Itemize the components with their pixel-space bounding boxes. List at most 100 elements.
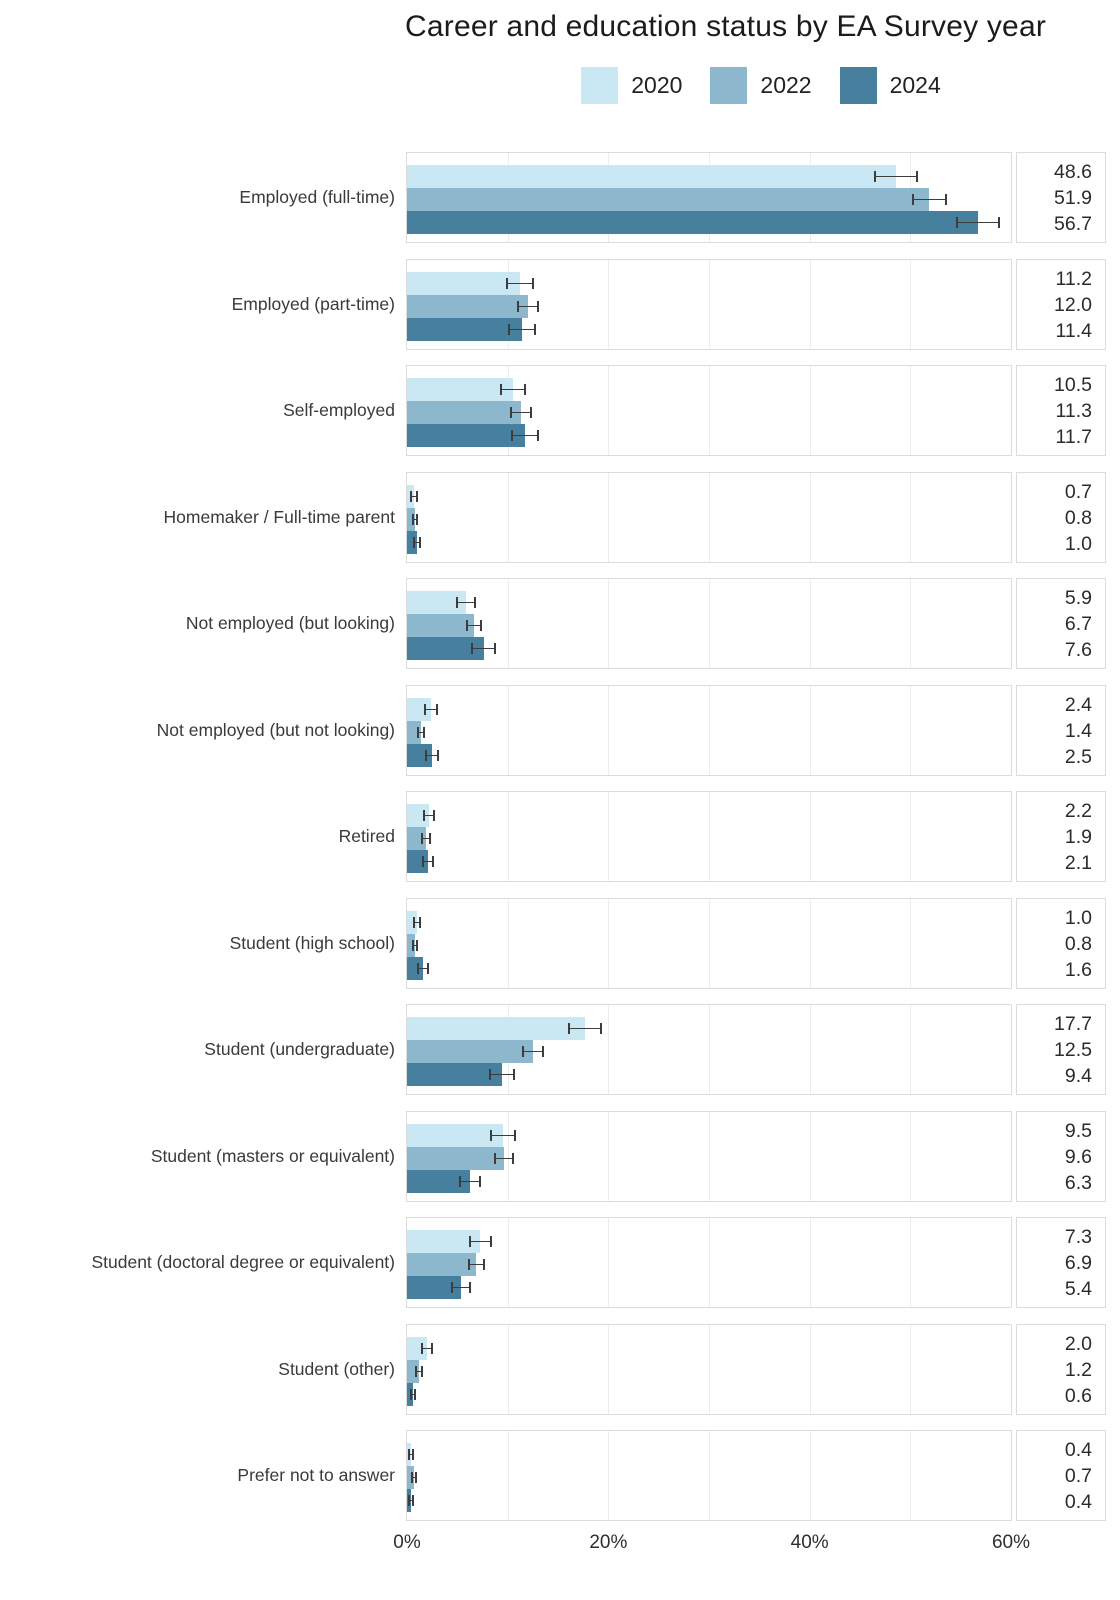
value-label-2020: 2.4 — [1064, 693, 1092, 716]
bar-panel — [406, 472, 1012, 563]
value-labels: 7.3 6.9 5.4 — [1016, 1217, 1106, 1308]
panel-gridline — [910, 1005, 912, 1094]
panel-gridline — [709, 260, 710, 349]
panel-gridline — [910, 1218, 912, 1307]
bar-2022 — [407, 188, 930, 211]
value-label-2022: 1.2 — [1064, 1358, 1092, 1381]
value-labels: 48.6 51.9 56.7 — [1016, 152, 1106, 243]
value-label-2024: 6.3 — [1064, 1171, 1092, 1194]
panel-gridline — [709, 1112, 710, 1201]
value-labels: 0.7 0.8 1.0 — [1016, 472, 1106, 563]
value-label-2024: 1.0 — [1064, 532, 1092, 555]
error-bar-2020 — [568, 1023, 603, 1034]
bar-2020 — [407, 378, 513, 401]
error-bar-2024 — [451, 1282, 472, 1293]
bar-2020 — [407, 804, 430, 827]
bar-2024 — [407, 957, 424, 980]
bar-2022 — [407, 1147, 504, 1170]
value-label-2022: 6.7 — [1064, 612, 1092, 635]
value-label-2022: 0.7 — [1064, 1464, 1092, 1487]
bar-2024 — [407, 850, 429, 873]
bar-2024 — [407, 531, 418, 554]
panel-gridline — [910, 1431, 912, 1520]
value-label-2020: 2.0 — [1064, 1332, 1092, 1355]
value-label-2022: 51.9 — [1054, 186, 1092, 209]
legend-label-2024: 2024 — [889, 71, 941, 98]
panel-gridline — [809, 1431, 811, 1520]
error-bar-2022 — [412, 514, 419, 525]
error-bar-2024 — [459, 1176, 482, 1187]
error-bar-2020 — [874, 171, 919, 182]
bar-2024 — [407, 211, 978, 234]
bar-2022 — [407, 721, 422, 744]
category-label: Employed (full-time) — [239, 187, 395, 207]
value-label-2024: 0.4 — [1064, 1490, 1092, 1513]
bar-2022 — [407, 1360, 420, 1383]
panel-gridline — [608, 579, 610, 668]
panel-gridline — [709, 792, 710, 881]
panel-gridline — [507, 1325, 509, 1414]
value-labels: 10.5 11.3 11.7 — [1016, 365, 1106, 456]
value-label-2020: 9.5 — [1064, 1119, 1092, 1142]
panel-gridline — [910, 899, 912, 988]
legend-item-2022: 2022 — [710, 66, 812, 104]
legend: 2020 2022 2024 — [406, 64, 1116, 106]
value-label-2020: 5.9 — [1064, 586, 1092, 609]
panel-gridline — [507, 1431, 509, 1520]
bar-panel — [406, 259, 1012, 350]
bar-2020 — [407, 698, 432, 721]
error-bar-2022 — [412, 940, 419, 951]
value-label-2024: 5.4 — [1064, 1277, 1092, 1300]
bar-2022 — [407, 1040, 533, 1063]
panel-gridline — [507, 899, 509, 988]
bar-2020 — [407, 165, 897, 188]
bar-panel — [406, 1111, 1012, 1202]
x-tick-label: 0% — [393, 1532, 421, 1553]
value-label-2022: 12.0 — [1054, 293, 1092, 316]
panel-gridline — [809, 1112, 811, 1201]
value-label-2020: 2.2 — [1064, 799, 1092, 822]
error-bar-2022 — [417, 727, 426, 738]
bar-panel — [406, 1217, 1012, 1308]
error-bar-2022 — [493, 1153, 514, 1164]
bar-2024 — [407, 1170, 471, 1193]
legend-swatch-2024 — [839, 66, 877, 104]
value-labels: 2.4 1.4 2.5 — [1016, 685, 1106, 776]
value-labels: 0.4 0.7 0.4 — [1016, 1430, 1106, 1521]
error-bar-2020 — [408, 1449, 415, 1460]
error-bar-2024 — [955, 217, 1000, 228]
bar-panel — [406, 791, 1012, 882]
value-label-2020: 0.7 — [1064, 480, 1092, 503]
panel-gridline — [709, 473, 710, 562]
error-bar-2022 — [509, 407, 532, 418]
value-labels: 11.2 12.0 11.4 — [1016, 259, 1106, 350]
bar-2020 — [407, 1337, 428, 1360]
category-label: Not employed (but not looking) — [156, 720, 395, 740]
panel-gridline — [507, 579, 509, 668]
value-label-2020: 1.0 — [1064, 906, 1092, 929]
panel-gridline — [910, 1325, 912, 1414]
panel-gridline — [608, 899, 610, 988]
panel-gridline — [809, 1218, 811, 1307]
bar-2022 — [407, 295, 528, 318]
category-label: Student (doctoral degree or equivalent) — [91, 1252, 395, 1272]
legend-label-2020: 2020 — [631, 71, 683, 98]
panel-gridline — [709, 899, 710, 988]
panel-gridline — [608, 366, 610, 455]
value-label-2020: 7.3 — [1064, 1225, 1092, 1248]
error-bar-2024 — [422, 856, 435, 867]
error-bar-2020 — [424, 704, 439, 715]
panel-gridline — [809, 899, 811, 988]
x-tick-label: 20% — [589, 1532, 628, 1553]
error-bar-2024 — [507, 324, 536, 335]
value-labels: 9.5 9.6 6.3 — [1016, 1111, 1106, 1202]
panel-gridline — [709, 366, 710, 455]
x-tick-label: 60% — [991, 1532, 1031, 1553]
bar-panel — [406, 152, 1012, 243]
error-bar-2020 — [499, 384, 526, 395]
value-label-2022: 0.8 — [1064, 932, 1092, 955]
error-bar-2022 — [421, 833, 432, 844]
value-label-2024: 56.7 — [1054, 212, 1092, 235]
value-label-2022: 11.3 — [1055, 399, 1092, 422]
error-bar-2020 — [421, 1343, 434, 1354]
